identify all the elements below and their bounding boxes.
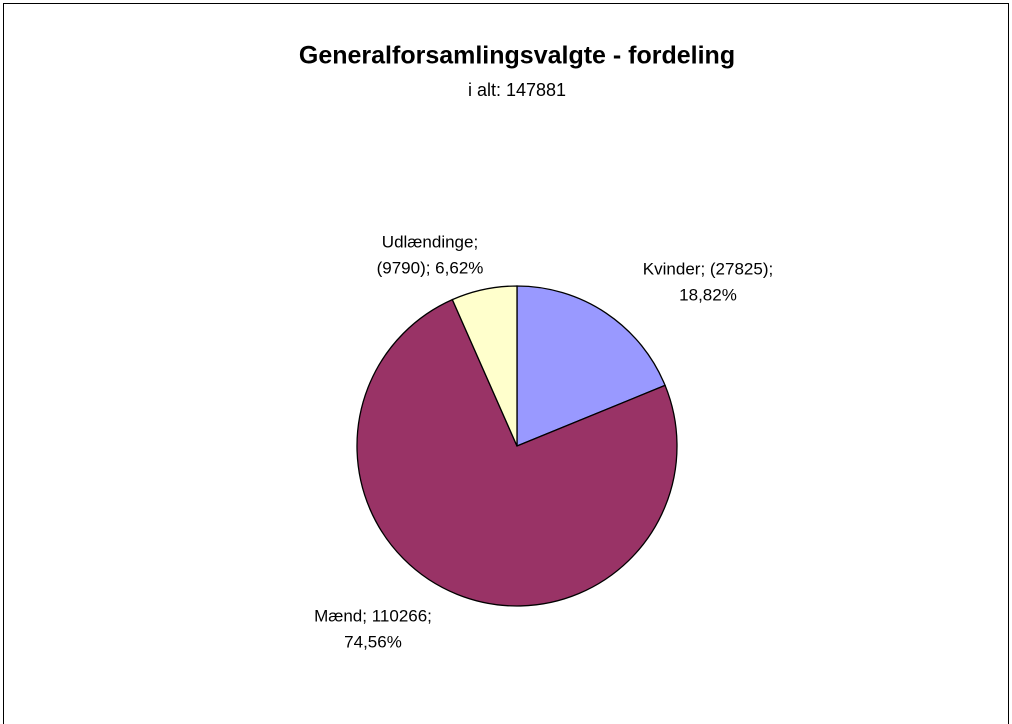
chart-title: Generalforsamlingsvalgte - fordeling (299, 42, 735, 70)
pie-slice (356, 298, 678, 607)
data-label: Kvinder; (27825); (643, 259, 773, 278)
data-label: Mænd; 110266; (314, 606, 432, 625)
data-label: 74,56% (344, 632, 402, 651)
data-label: Udlændinge; (382, 232, 478, 251)
pie-slice (516, 285, 666, 447)
chart-subtitle: i alt: 147881 (468, 80, 566, 100)
pie-slice (451, 285, 518, 447)
data-label: (9790); 6,62% (377, 258, 484, 277)
data-label: 18,82% (679, 285, 737, 304)
